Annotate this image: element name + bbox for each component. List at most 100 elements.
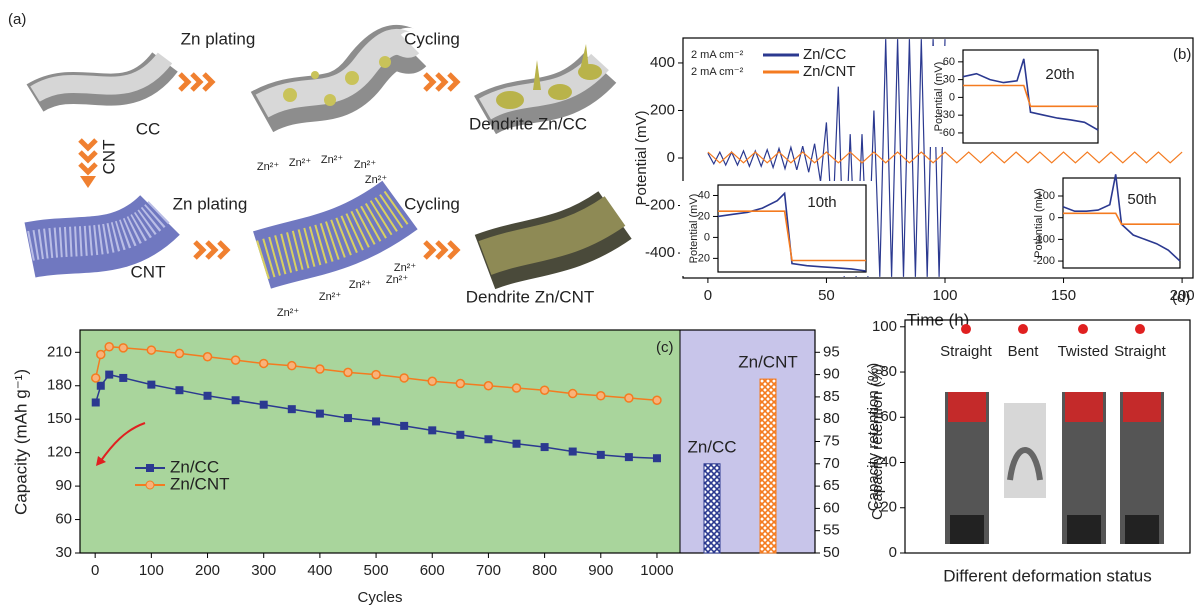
marker (624, 453, 633, 462)
y2-axis-label: Ccapacity retention (%) (869, 364, 886, 520)
marker (175, 386, 184, 395)
marker (483, 381, 494, 391)
legend-marker (145, 480, 155, 490)
y-tick-label: 65 (823, 477, 840, 494)
y-tick-label: 0 (889, 544, 897, 561)
x-tick-label: 100 (139, 562, 164, 579)
marker (624, 393, 634, 403)
plot-frame (717, 184, 867, 273)
y-axis-label: Potential (mV) (1033, 188, 1045, 258)
y-tick-label: -200 (1033, 255, 1055, 267)
marker (287, 360, 297, 371)
y-tick-label: 40 (880, 453, 897, 470)
ion-label: Zn²⁺ (349, 279, 372, 291)
marker (230, 355, 241, 365)
marker (287, 405, 296, 414)
stage-label: Dendrite Zn/CC (469, 114, 587, 133)
x-tick-label: 200 (195, 562, 220, 579)
panel-label: (b) (1173, 46, 1191, 63)
point (1135, 324, 1145, 335)
legend-marker (146, 464, 154, 472)
point (1018, 324, 1028, 335)
marker (371, 369, 381, 380)
y-tick-label: 20 (698, 210, 710, 222)
y-tick-label: 50 (823, 544, 840, 561)
x-tick-label: 1000 (640, 562, 673, 579)
y-tick-label: 150 (47, 410, 72, 427)
y-tick-label: -200 (645, 196, 675, 213)
x-tick-label: 150 (1051, 287, 1076, 304)
marker (231, 396, 240, 405)
inset-title: 10th (807, 194, 836, 211)
marker (567, 388, 578, 399)
marker (427, 376, 437, 387)
y-tick-label: 0 (1049, 212, 1055, 224)
data-line (962, 58, 1099, 131)
annotation-arrow (99, 422, 146, 463)
data-line (1063, 212, 1180, 225)
y-tick-label: 95 (823, 343, 840, 360)
data-line (707, 39, 946, 277)
marker (104, 341, 114, 352)
step-label: Zn plating (181, 29, 256, 48)
step-label: CNT (99, 140, 118, 175)
y-tick-label: -400 (645, 244, 675, 261)
inset-background (925, 46, 1104, 147)
y-tick-label: 55 (823, 522, 840, 539)
marker (258, 358, 269, 369)
plot-frame (904, 319, 1191, 554)
x-tick-label: 100 (932, 287, 957, 304)
y-tick-label: 80 (823, 410, 840, 427)
y-axis-label: Potential (mV) (688, 194, 700, 264)
y-tick-label: 60 (943, 56, 955, 68)
ion-label: Zn²⁺ (365, 174, 388, 186)
category-label: Bent (1008, 343, 1040, 360)
point (1078, 324, 1088, 335)
x-tick-label: 50 (818, 287, 835, 304)
y-tick-label: 120 (47, 444, 72, 461)
annotation-arrow (96, 456, 106, 466)
series-group (90, 341, 662, 463)
plot-background (80, 330, 680, 553)
y-tick-label: 200 (650, 101, 675, 118)
legend-label: Zn/CC (170, 457, 219, 476)
x-tick-label: 500 (364, 562, 389, 579)
y-tick-label: 400 (650, 54, 675, 71)
series-group (1062, 174, 1181, 262)
marker (146, 345, 157, 355)
y-tick-label: 90 (55, 477, 72, 494)
x-tick-label: 400 (307, 562, 332, 579)
y-axis-label: Capacity retention (%) (865, 363, 882, 511)
plot-frame (1062, 177, 1181, 269)
y-axis-label: Potential (mV) (633, 110, 650, 205)
data-line (717, 191, 867, 272)
ion-label: Zn²⁺ (321, 154, 344, 166)
y-tick-label: -60 (939, 127, 955, 139)
y-tick-label: 60 (880, 408, 897, 425)
y-tick-label: 100 (872, 318, 897, 335)
stage-label: CNT (131, 262, 166, 281)
marker (315, 409, 324, 418)
x-tick-label: 800 (532, 562, 557, 579)
marker (315, 364, 325, 374)
photos (945, 392, 1164, 544)
bar-label: Zn/CC (687, 437, 736, 456)
ion-label: Zn²⁺ (386, 274, 409, 286)
y-tick-label: 80 (880, 363, 897, 380)
plot-background (680, 330, 815, 553)
data-line (963, 84, 1098, 108)
x-tick-label: 600 (420, 562, 445, 579)
y-tick-label: 0 (704, 231, 710, 243)
inset-title: 50th (1127, 191, 1156, 208)
marker (202, 352, 213, 362)
marker (652, 454, 661, 463)
y-tick-label: 90 (823, 366, 840, 383)
marker (400, 421, 409, 430)
ion-label: Zn²⁺ (394, 262, 417, 274)
ion-label: Zn²⁺ (354, 159, 377, 171)
inset-title: 20th (1045, 66, 1074, 83)
marker (484, 435, 493, 444)
marker (596, 391, 606, 401)
marker (105, 370, 114, 379)
x-tick-label: 0 (704, 287, 712, 304)
